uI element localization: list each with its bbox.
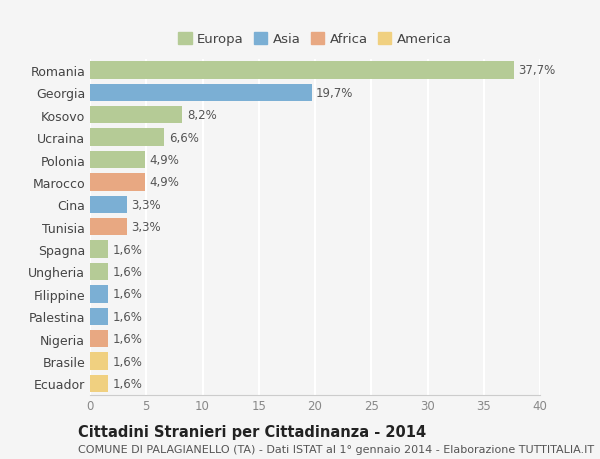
Bar bbox=[90, 353, 108, 370]
Text: Cittadini Stranieri per Cittadinanza - 2014: Cittadini Stranieri per Cittadinanza - 2… bbox=[78, 425, 426, 440]
Text: 3,3%: 3,3% bbox=[131, 221, 161, 234]
Text: 37,7%: 37,7% bbox=[518, 64, 556, 77]
Bar bbox=[90, 107, 182, 124]
Bar bbox=[90, 285, 108, 303]
Text: 6,6%: 6,6% bbox=[169, 131, 199, 144]
Bar bbox=[90, 84, 311, 102]
Bar bbox=[90, 151, 145, 169]
Text: 1,6%: 1,6% bbox=[113, 288, 142, 301]
Bar bbox=[90, 330, 108, 347]
Text: 1,6%: 1,6% bbox=[113, 243, 142, 256]
Text: 19,7%: 19,7% bbox=[316, 87, 353, 100]
Text: 4,9%: 4,9% bbox=[149, 154, 179, 167]
Text: COMUNE DI PALAGIANELLO (TA) - Dati ISTAT al 1° gennaio 2014 - Elaborazione TUTTI: COMUNE DI PALAGIANELLO (TA) - Dati ISTAT… bbox=[78, 444, 594, 454]
Bar bbox=[90, 196, 127, 213]
Bar bbox=[90, 174, 145, 191]
Bar bbox=[90, 62, 514, 79]
Bar bbox=[90, 241, 108, 258]
Text: 8,2%: 8,2% bbox=[187, 109, 217, 122]
Text: 1,6%: 1,6% bbox=[113, 355, 142, 368]
Text: 1,6%: 1,6% bbox=[113, 310, 142, 323]
Bar bbox=[90, 218, 127, 236]
Legend: Europa, Asia, Africa, America: Europa, Asia, Africa, America bbox=[178, 33, 452, 46]
Text: 4,9%: 4,9% bbox=[149, 176, 179, 189]
Text: 1,6%: 1,6% bbox=[113, 265, 142, 278]
Bar bbox=[90, 263, 108, 280]
Bar bbox=[90, 308, 108, 325]
Bar bbox=[90, 375, 108, 392]
Bar bbox=[90, 129, 164, 146]
Text: 1,6%: 1,6% bbox=[113, 377, 142, 390]
Text: 3,3%: 3,3% bbox=[131, 198, 161, 211]
Text: 1,6%: 1,6% bbox=[113, 332, 142, 345]
